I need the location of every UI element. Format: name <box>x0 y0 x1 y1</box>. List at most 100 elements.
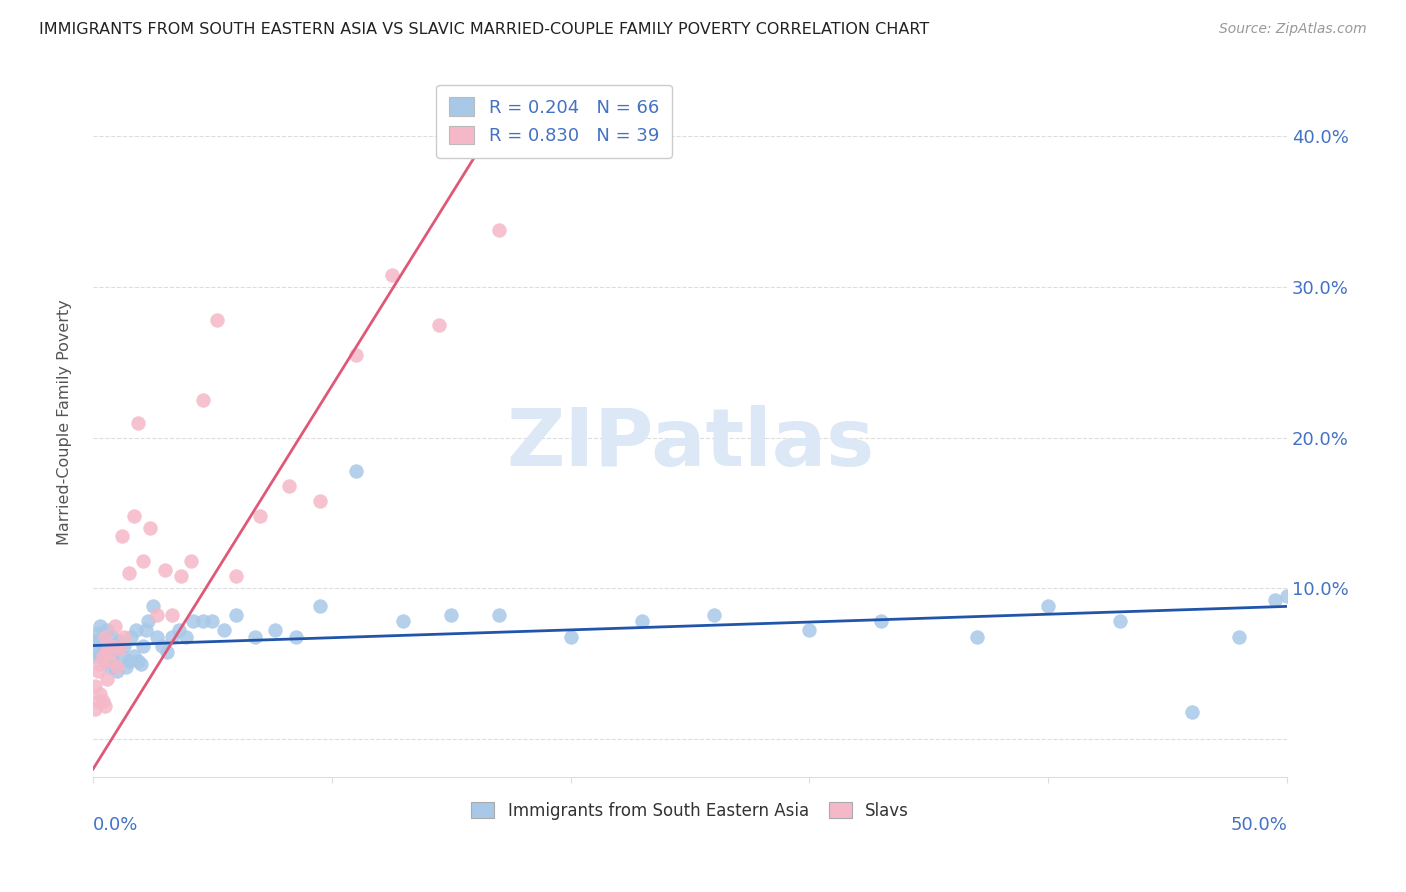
Point <box>84 649 107 664</box>
Point <box>392 615 415 629</box>
Point <box>101 649 124 664</box>
Point <box>249 508 271 523</box>
Text: IMMIGRANTS FROM SOUTH EASTERN ASIA VS SLAVIC MARRIED-COUPLE FAMILY POVERTY CORRE: IMMIGRANTS FROM SOUTH EASTERN ASIA VS SL… <box>39 22 929 37</box>
Point <box>96 644 118 658</box>
Point <box>87 664 110 678</box>
Point <box>1180 705 1202 719</box>
Point <box>96 672 118 686</box>
Point <box>96 644 118 658</box>
Point <box>132 554 155 568</box>
Point <box>127 416 149 430</box>
Point <box>94 654 117 668</box>
Point <box>103 659 125 673</box>
Point <box>115 659 138 673</box>
Point <box>94 630 117 644</box>
Point <box>89 657 111 671</box>
Point <box>108 634 131 648</box>
Point <box>560 630 582 644</box>
Point <box>127 654 149 668</box>
Point <box>111 649 134 664</box>
Point <box>101 639 124 653</box>
Point <box>91 644 114 658</box>
Point <box>160 608 183 623</box>
Point <box>125 624 148 638</box>
Point <box>170 569 193 583</box>
Point <box>94 698 117 713</box>
Point <box>631 615 654 629</box>
Text: ZIPatlas: ZIPatlas <box>506 405 875 483</box>
Point <box>870 615 893 629</box>
Point <box>112 630 135 644</box>
Point <box>91 649 114 664</box>
Point <box>285 630 308 644</box>
Point <box>105 641 128 656</box>
Point <box>160 630 183 644</box>
Point <box>105 664 128 678</box>
Point <box>1275 589 1298 603</box>
Point <box>103 619 125 633</box>
Point <box>225 569 247 583</box>
Point <box>488 608 510 623</box>
Point <box>191 392 214 407</box>
Point <box>1109 615 1132 629</box>
Point <box>84 634 107 648</box>
Point <box>201 615 224 629</box>
Point <box>89 649 111 664</box>
Point <box>98 639 121 653</box>
Point <box>89 687 111 701</box>
Point <box>132 639 155 653</box>
Point <box>174 630 197 644</box>
Y-axis label: Married-Couple Family Poverty: Married-Couple Family Poverty <box>58 300 72 545</box>
Point <box>91 694 114 708</box>
Point <box>87 626 110 640</box>
Point <box>427 318 450 332</box>
Point <box>122 649 145 664</box>
Text: Source: ZipAtlas.com: Source: ZipAtlas.com <box>1219 22 1367 37</box>
Point <box>87 694 110 708</box>
Point <box>181 615 204 629</box>
Point <box>277 479 299 493</box>
Point <box>309 494 332 508</box>
Point <box>1227 630 1250 644</box>
Point <box>94 637 117 651</box>
Point <box>146 630 169 644</box>
Point <box>89 634 111 648</box>
Point <box>84 702 107 716</box>
Point <box>111 528 134 542</box>
Point <box>146 608 169 623</box>
Point <box>440 608 463 623</box>
Point <box>96 624 118 638</box>
Point <box>136 615 159 629</box>
Point <box>344 348 367 362</box>
Point <box>108 641 131 656</box>
Point <box>966 630 988 644</box>
Point <box>84 679 107 693</box>
Point <box>799 624 821 638</box>
Point <box>91 630 114 644</box>
Point <box>380 268 402 282</box>
Point <box>703 608 725 623</box>
Point <box>150 639 173 653</box>
Text: 0.0%: 0.0% <box>93 815 138 833</box>
Point <box>205 313 228 327</box>
Point <box>1038 599 1060 614</box>
Point <box>98 659 121 673</box>
Point <box>156 644 179 658</box>
Point <box>118 566 141 581</box>
Point <box>142 599 165 614</box>
Point <box>309 599 332 614</box>
Point <box>488 223 510 237</box>
Point <box>118 654 141 668</box>
Point <box>120 630 142 644</box>
Point <box>105 659 128 673</box>
Point <box>225 608 247 623</box>
Point <box>263 624 285 638</box>
Point <box>135 624 157 638</box>
Point <box>103 639 125 653</box>
Point <box>101 630 124 644</box>
Point <box>153 563 176 577</box>
Point <box>180 554 202 568</box>
Point <box>89 619 111 633</box>
Point <box>139 521 162 535</box>
Point <box>122 508 145 523</box>
